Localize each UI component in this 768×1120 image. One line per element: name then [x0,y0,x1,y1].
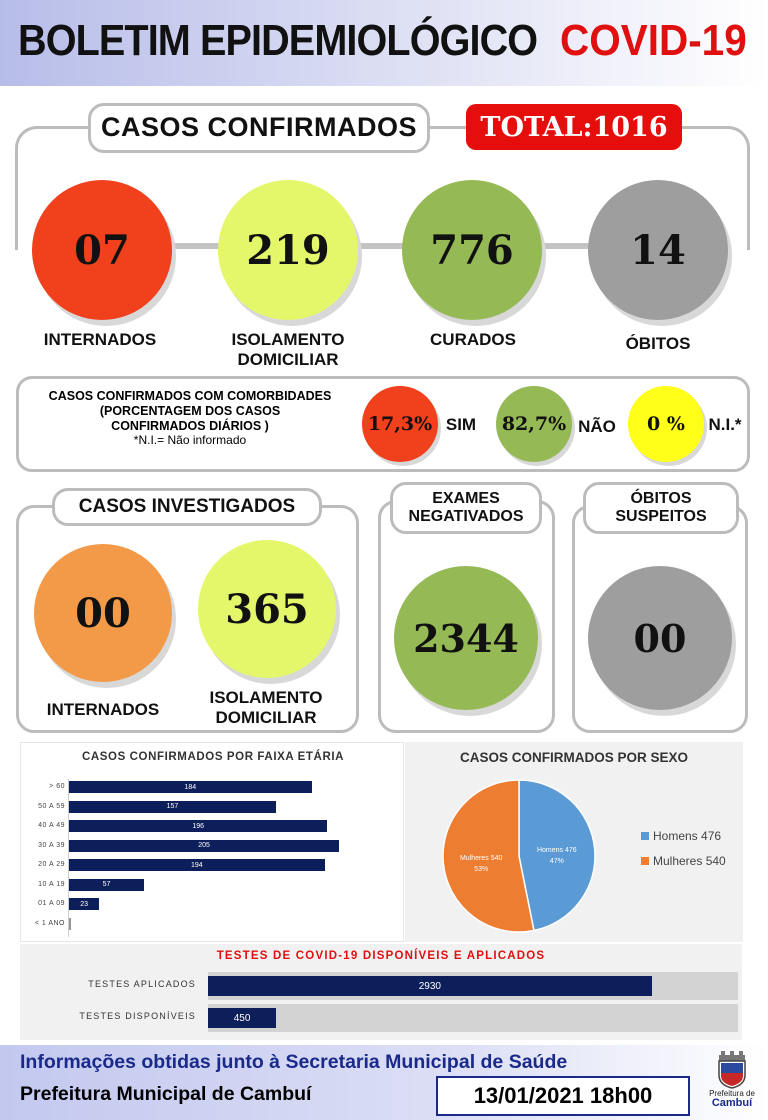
coat-of-arms-icon [718,1051,746,1089]
investigated-title: CASOS INVESTIGADOS [52,488,322,526]
hospitalized-value: 07 [32,180,172,320]
suspect-deaths-title-1: ÓBITOS [630,490,692,508]
investigated-hospitalized-label: INTERNADOS [46,700,160,719]
age-tick-label: < 1 ANO [34,919,65,927]
comorbid-ni-value: 0 % [628,386,704,462]
recovered-value: 776 [402,180,542,320]
investigated-hospitalized-value: 00 [34,544,172,682]
confirmed-total-badge: TOTAL:1016 [466,104,682,150]
comorbidities-note: *N.I.= Não informado [133,433,247,448]
legend-men-swatch [641,832,649,840]
footer-datetime: 13/01/2021 18h00 [436,1076,690,1116]
age-bar: 196 [69,820,328,832]
pie-slice-label: Mulheres 540 [460,855,503,862]
age-chart-title: CASOS CONFIRMADOS POR FAIXA ETÁRIA [81,751,345,763]
negative-value: 2344 [394,566,538,710]
comorbid-no-value: 82,7% [496,386,572,462]
age-tick-label: 50 A 59 [38,802,65,810]
comorbid-ni-label: N.I.* [708,415,742,434]
tests-chart-bars: TESTES APLICADOS 2930 TESTES DISPONÍVEIS 45… [20,970,742,1034]
pie-slice-label: 53% [474,866,488,873]
age-axis-line [68,779,69,937]
tests-bar-track [208,1004,738,1032]
home-isolation-label: ISOLAMENTO DOMICILIAR [231,330,345,369]
comorbidities-line1: CASOS CONFIRMADOS COM COMORBIDADES [48,389,332,403]
connector [350,243,410,249]
footer-banner: Informações obtidas junto à Secretaria M… [0,1045,768,1120]
connector [160,243,230,249]
investigated-isolation-label-2: DOMICILIAR [215,707,317,727]
logo-text-2: Cambuí [711,1097,753,1109]
comorbidities-line2: (PORCENTAGEM DOS CASOS [99,403,281,418]
legend-women-label: Mulheres 540 [653,854,726,869]
pie-slice [518,779,596,932]
logo-text-1: Prefeitura de [709,1089,755,1098]
age-bar: 157 [69,800,276,813]
pie-slice-label: Homens 476 [537,847,577,854]
legend-men-label: Homens 476 [653,829,722,843]
age-tick-label: > 60 [49,783,65,790]
negative-title-1: EXAMES [432,490,500,508]
legend-women: Mulheres 540 [641,849,741,874]
tests-chart-panel: TESTES DE COVID-19 DISPONÍVEIS E APLICAD… [20,944,742,1040]
age-bar: 194 [69,859,325,871]
header-banner: BOLETIM EPIDEMIOLÓGICO COVID-19 [0,0,768,86]
pie-slice [442,779,535,933]
suspect-deaths-value: 00 [588,566,732,710]
sex-legend: Homens 476 Mulheres 540 [641,824,741,874]
age-bar: 184 [69,781,312,793]
age-tick-label: 10 A 19 [38,880,65,888]
comorbidities-line3: CONFIRMADOS DIÁRIOS ) [111,418,269,433]
footer-source: Informações obtidas junto à Secretaria M… [20,1051,568,1073]
deaths-label: ÓBITOS [625,334,691,353]
comorbid-yes-value: 17,3% [362,386,438,462]
negative-title-2: NEGATIVADOS [408,508,524,525]
sex-chart-panel: CASOS CONFIRMADOS POR SEXO Homens 476 47%… [405,742,743,942]
deaths-value: 14 [588,180,728,320]
legend-men: Homens 476 [641,824,741,849]
sex-pie: Homens 476 47% Mulheres 540 53% [442,779,596,933]
age-chart-bars: > 60 184 50 A 59 157 40 A 49 196 30 A 39 205 20 … [21,779,405,939]
investigated-isolation-value: 365 [198,540,336,678]
footer-org: Prefeitura Municipal de Cambuí [20,1083,312,1105]
age-chart-panel: CASOS CONFIRMADOS POR FAIXA ETÁRIA > 60 1… [20,742,404,942]
age-bar: 23 [69,898,100,910]
age-tick-label: 40 A 49 [38,822,65,829]
age-tick-label: 01 A 09 [38,900,65,907]
age-bar: 57 [69,878,145,891]
age-bar: 205 [69,839,340,852]
negative-title: EXAMES NEGATIVADOS [390,482,542,534]
legend-women-swatch [641,857,649,866]
tests-bar: 2930 [208,976,652,996]
pie-slice-label: 47% [550,858,564,865]
age-bar [69,917,71,930]
bulletin-title: BOLETIM EPIDEMIOLÓGICO [18,16,538,65]
age-tick-label: 30 A 39 [38,841,65,849]
confirmed-title: CASOS CONFIRMADOS [88,103,430,153]
bulletin-subject: COVID-19 [560,16,747,65]
suspect-deaths-title: ÓBITOS SUSPEITOS [583,482,739,534]
comorbid-no-label: NÃO [578,417,616,436]
home-isolation-value: 219 [218,180,358,320]
hospitalized-label: INTERNADOS [43,330,157,349]
tests-chart-title: TESTES DE COVID-19 DISPONÍVEIS E APLICAD… [216,950,546,962]
connector [535,243,595,249]
tests-bar: 450 [208,1008,277,1028]
comorbid-yes-label: SIM [445,415,477,434]
tests-category-label: TESTES APLICADOS [88,979,196,989]
age-tick-label: 20 A 29 [38,861,65,868]
tests-category-label: TESTES DISPONÍVEIS [79,1011,196,1021]
sex-chart-title: CASOS CONFIRMADOS POR SEXO [459,750,689,765]
investigated-isolation-label: ISOLAMENTO DOMICILIAR [196,688,336,727]
comorbidities-text: CASOS CONFIRMADOS COM COMORBIDADES (PORC… [25,389,355,447]
investigated-isolation-label-1: ISOLAMENTO [209,688,323,707]
city-logo: Prefeitura de Cambuí [700,1049,764,1117]
recovered-label: CURADOS [430,330,516,349]
suspect-deaths-title-2: SUSPEITOS [615,508,707,525]
